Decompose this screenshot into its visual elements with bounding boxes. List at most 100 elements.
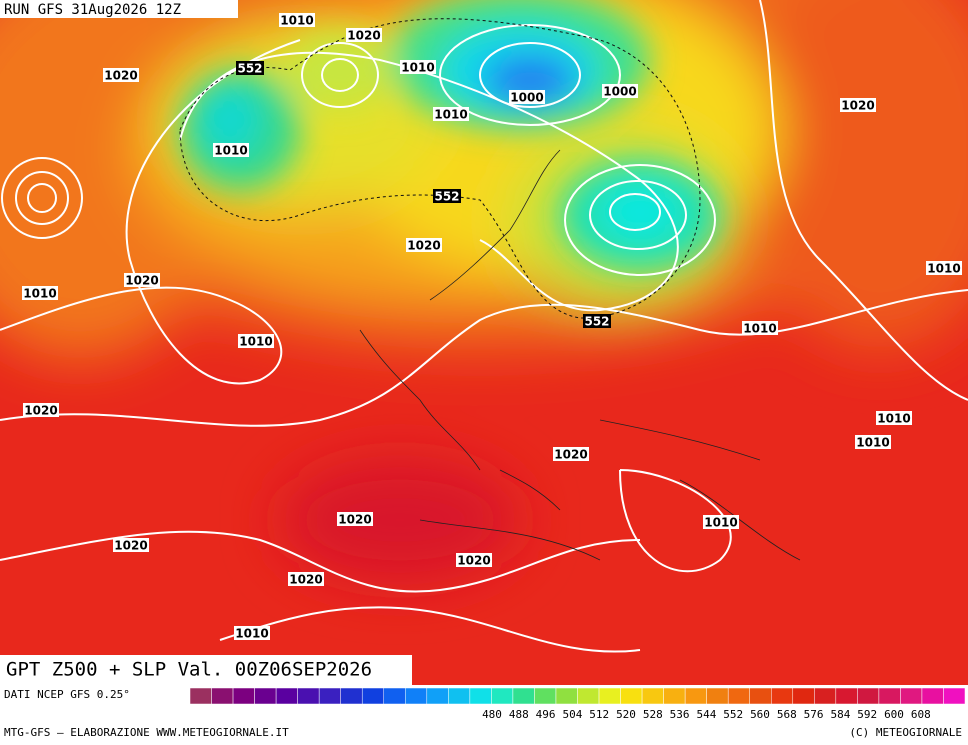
isobar-label-box xyxy=(840,98,876,112)
colorbar-tick: 528 xyxy=(643,708,663,721)
colorbar-tick: 512 xyxy=(589,708,609,721)
isobar-label: 1000 xyxy=(603,85,636,99)
isobar-label-box xyxy=(113,538,149,552)
isobar-label: 1020 xyxy=(554,448,587,462)
isobar-label: 1010 xyxy=(434,108,467,122)
isobar-label: 1010 xyxy=(856,436,889,450)
isobar-label: 1020 xyxy=(125,274,158,288)
colorbar: 480 488 496 504 512 520 528 536 544 552 560 568 576 5… xyxy=(189,687,966,721)
colorbar-swatch xyxy=(254,687,277,705)
colorbar-swatch xyxy=(448,687,471,705)
isobar-label: 1010 xyxy=(927,262,960,276)
isobar-label: 1020 xyxy=(407,239,440,253)
isobar-label-box xyxy=(124,273,160,287)
colorbar-swatch xyxy=(814,687,837,705)
colorbar-tick: 568 xyxy=(777,708,797,721)
isobar-label-box xyxy=(703,515,739,529)
colorbar-tick: 576 xyxy=(804,708,824,721)
height-label: 552 xyxy=(237,62,262,76)
colorbar-tick: 488 xyxy=(509,708,529,721)
colorbar-tick: 536 xyxy=(670,708,690,721)
isobar-label-box xyxy=(23,403,59,417)
colorbar-tick: 504 xyxy=(562,708,582,721)
colorbar-swatch xyxy=(684,687,707,705)
map-title: GPT Z500 + SLP Val. 00Z06SEP2026 xyxy=(6,659,372,681)
colorbar-tick: 560 xyxy=(750,708,770,721)
colorbar-swatch xyxy=(577,687,600,705)
isobar-label-box xyxy=(602,84,638,98)
isobar-label: 1010 xyxy=(235,627,268,641)
colorbar-swatch xyxy=(921,687,944,705)
colorbar-swatch xyxy=(534,687,557,705)
source: DATI NCEP GFS 0.25° xyxy=(4,688,130,701)
isobar-label: 1010 xyxy=(743,322,776,336)
colorbar-swatch xyxy=(211,687,234,705)
colorbar-tick: 608 xyxy=(911,708,931,721)
isobar-label: 1020 xyxy=(338,513,371,527)
colorbar-swatch xyxy=(318,687,341,705)
height-label-box xyxy=(433,189,461,203)
isobar-label: 1020 xyxy=(114,539,147,553)
isobar-label-box xyxy=(742,321,778,335)
colorbar-swatch xyxy=(232,687,255,705)
isobar-label-box xyxy=(433,107,469,121)
colorbar-swatch xyxy=(340,687,363,705)
isobar-label-box xyxy=(406,238,442,252)
colorbar-tick: 584 xyxy=(830,708,850,721)
isobar-label-box xyxy=(509,90,545,104)
colorbar-swatch xyxy=(771,687,794,705)
isobar-label: 1010 xyxy=(239,335,272,349)
isobar-label: 1020 xyxy=(347,29,380,43)
colorbar-swatch xyxy=(512,687,535,705)
colorbar-swatch xyxy=(706,687,729,705)
isobar-label-box xyxy=(213,143,249,157)
colorbar-swatch xyxy=(749,687,772,705)
colorbar-swatch xyxy=(641,687,664,705)
title-box xyxy=(0,655,412,685)
colorbar-swatch xyxy=(943,687,966,705)
height-label-box xyxy=(583,314,611,328)
colorbar-swatch xyxy=(275,687,298,705)
isobar-label-box xyxy=(926,261,962,275)
isobar-label: 1010 xyxy=(23,287,56,301)
colorbar-swatch xyxy=(555,687,578,705)
isobar-label: 1020 xyxy=(24,404,57,418)
colorbar-swatch xyxy=(189,687,212,705)
isobar-label-box xyxy=(855,435,891,449)
isobar-label-box xyxy=(456,553,492,567)
colorbar-swatch xyxy=(663,687,686,705)
z500-552 xyxy=(179,18,701,319)
colorbar-tick: 520 xyxy=(616,708,636,721)
colorbar-tick: 480 xyxy=(482,708,502,721)
credit: MTG-GFS — ELABORAZIONE WWW.METEOGIORNALE… xyxy=(4,726,289,739)
colorbar-tick: 496 xyxy=(536,708,556,721)
isobar-label: 1010 xyxy=(214,144,247,158)
colorbar-swatch xyxy=(297,687,320,705)
isobar-label: 1010 xyxy=(877,412,910,426)
isobar-label: 1010 xyxy=(401,61,434,75)
colorbar-swatch xyxy=(835,687,858,705)
colorbar-tick: 552 xyxy=(723,708,743,721)
colorbar-swatch xyxy=(469,687,492,705)
run-box xyxy=(0,0,238,18)
colorbar-swatch xyxy=(900,687,923,705)
height-label: 552 xyxy=(434,190,459,204)
isobar-label-box xyxy=(288,572,324,586)
colorbar-swatch xyxy=(405,687,428,705)
labels: 1010 1020 1020 1010 1000 1000 1010 1010 1020 1020… xyxy=(22,13,962,641)
colorbar-swatch xyxy=(878,687,901,705)
isobar-label: 1010 xyxy=(704,516,737,530)
colorbar-swatch xyxy=(792,687,815,705)
colorbar-swatch xyxy=(598,687,621,705)
isobar-label: 1020 xyxy=(289,573,322,587)
isobar-label-box xyxy=(346,28,382,42)
coastlines xyxy=(359,149,801,561)
colorbar-tick: 592 xyxy=(857,708,877,721)
isobar-label-box xyxy=(22,286,58,300)
isobar-label-box xyxy=(337,512,373,526)
isobars xyxy=(0,0,968,653)
isobar-label: 1010 xyxy=(280,14,313,28)
copyright: (C) METEOGIORNALE xyxy=(849,726,962,739)
